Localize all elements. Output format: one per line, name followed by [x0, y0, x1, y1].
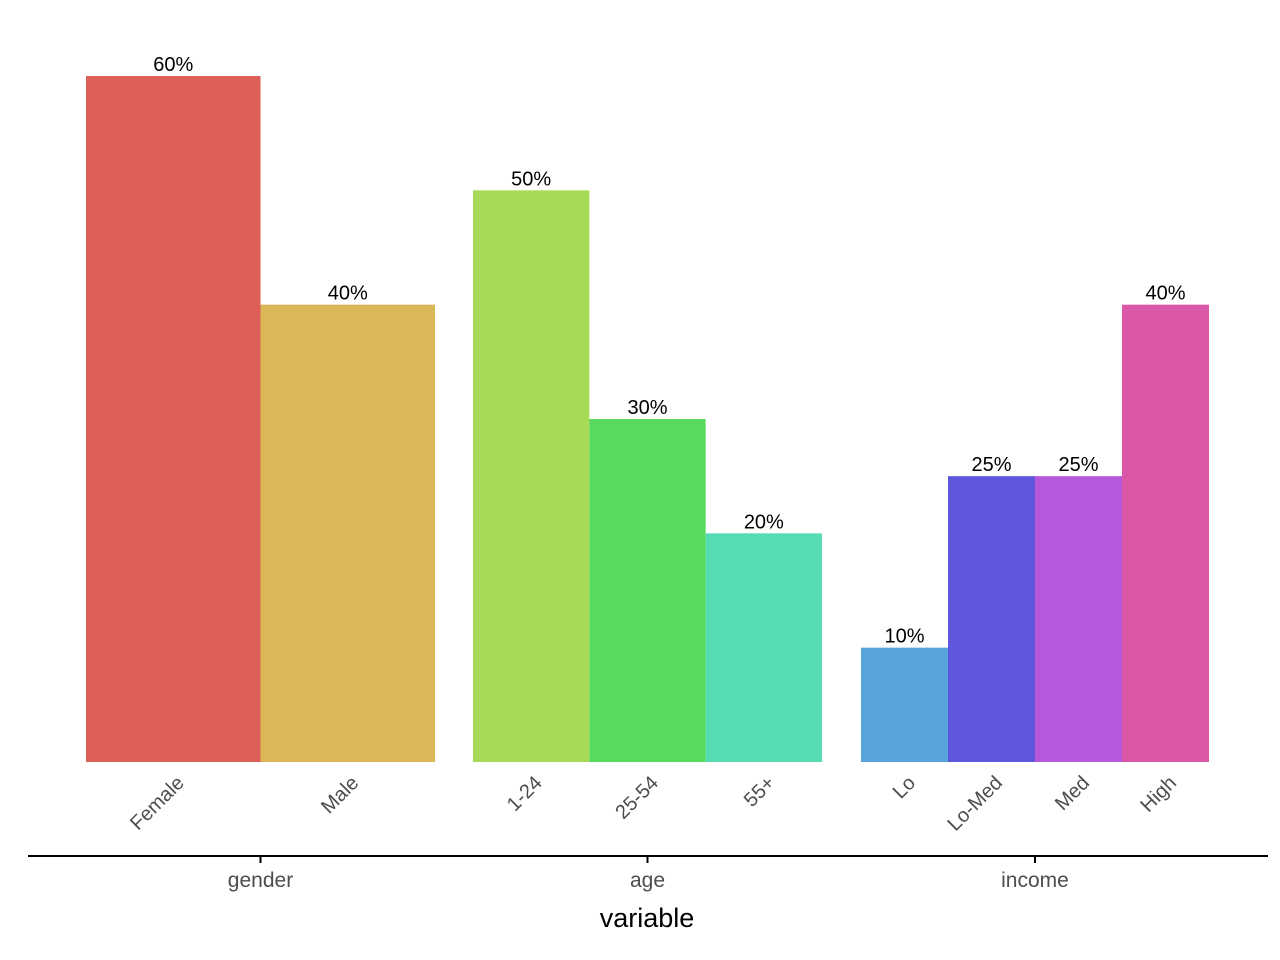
tick-label-age-25-54: 25-54 — [611, 772, 663, 824]
bar-gender-female — [86, 76, 261, 762]
value-label-gender-female: 60% — [153, 54, 193, 76]
value-labels-layer: 60% 40% 50% 30% 20% 10% 25% 25% 40% — [153, 54, 1185, 648]
value-label-age-25-54: 30% — [627, 397, 667, 419]
value-label-income-med: 25% — [1058, 454, 1098, 476]
category-ticks-layer: Female Male 1-24 25-54 55+ Lo Lo-Med Med High — [126, 772, 1181, 836]
group-label-income: income — [1001, 869, 1069, 892]
bar-income-high — [1122, 304, 1209, 762]
value-label-age-1-24: 50% — [511, 168, 551, 190]
tick-label-income-lo-med: Lo-Med — [944, 772, 1008, 836]
value-label-age-55-: 20% — [744, 511, 784, 533]
value-label-income-lo-med: 25% — [971, 454, 1011, 476]
bar-age-55- — [705, 533, 822, 762]
tick-label-gender-male: Male — [317, 772, 363, 818]
tick-label-age-1-24: 1-24 — [503, 772, 547, 816]
tick-label-income-high: High — [1136, 772, 1181, 817]
bar-age-1-24 — [473, 190, 590, 763]
bar-income-lo-med — [948, 476, 1035, 762]
x-axis-title: variable — [600, 903, 695, 933]
group-label-gender: gender — [228, 869, 293, 892]
group-label-age: age — [630, 869, 665, 892]
tick-label-income-lo: Lo — [889, 772, 920, 803]
bar-income-med — [1035, 476, 1122, 762]
value-label-gender-male: 40% — [328, 283, 368, 305]
tick-label-age-55-: 55+ — [740, 772, 780, 812]
value-label-income-lo: 10% — [884, 626, 924, 648]
value-label-income-high: 40% — [1145, 283, 1185, 305]
tick-label-income-med: Med — [1051, 772, 1094, 815]
bar-gender-male — [260, 304, 435, 762]
group-labels-layer: gender age income — [228, 856, 1069, 892]
bar-age-25-54 — [589, 419, 706, 762]
bar-income-lo — [861, 647, 948, 762]
tick-label-gender-female: Female — [126, 772, 189, 835]
bars-layer — [86, 76, 1209, 763]
